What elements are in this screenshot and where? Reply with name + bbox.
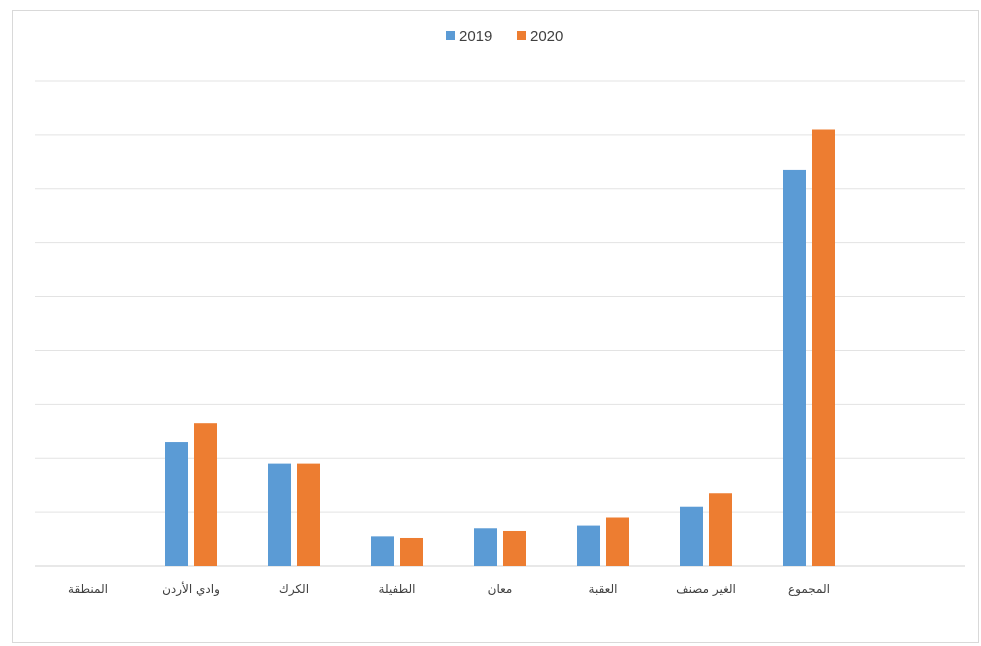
- bar-2020-6: [709, 493, 732, 566]
- category-label: وادي الأردن: [162, 581, 220, 597]
- bar-2019-6: [680, 507, 703, 566]
- bar-2019-4: [474, 528, 497, 566]
- legend-label-2020: 2020: [530, 28, 563, 45]
- bar-2020-1: [194, 423, 217, 566]
- bar-2019-7: [783, 170, 806, 566]
- category-label: الغير مصنف: [676, 582, 736, 597]
- category-label: الطفيلة: [379, 582, 416, 596]
- bar-2020-4: [503, 531, 526, 566]
- bars: [165, 130, 835, 567]
- legend: 2019 2020: [446, 28, 563, 45]
- bar-2020-3: [400, 538, 423, 566]
- bar-2020-2: [297, 464, 320, 566]
- bar-2020-7: [812, 130, 835, 567]
- legend-label-2019: 2019: [459, 28, 492, 45]
- category-label: العقبة: [589, 582, 618, 596]
- chart-frame: المنطقة وادي الأردن الكرك الطفيلة معان العقبة…: [12, 10, 979, 643]
- bar-2019-5: [577, 526, 600, 566]
- legend-swatch-2019: [446, 31, 455, 40]
- bar-2020-5: [606, 518, 629, 567]
- bar-chart: المنطقة وادي الأردن الكرك الطفيلة معان العقبة…: [13, 11, 978, 642]
- category-label: معان: [488, 582, 513, 596]
- category-label: الكرك: [279, 582, 309, 597]
- bar-2019-2: [268, 464, 291, 566]
- bar-2019-3: [371, 536, 394, 566]
- category-label: المجموع: [788, 582, 830, 597]
- legend-swatch-2020: [517, 31, 526, 40]
- bar-2019-1: [165, 442, 188, 566]
- category-label: المنطقة: [68, 582, 108, 596]
- category-labels: المنطقة وادي الأردن الكرك الطفيلة معان العقبة…: [68, 581, 830, 597]
